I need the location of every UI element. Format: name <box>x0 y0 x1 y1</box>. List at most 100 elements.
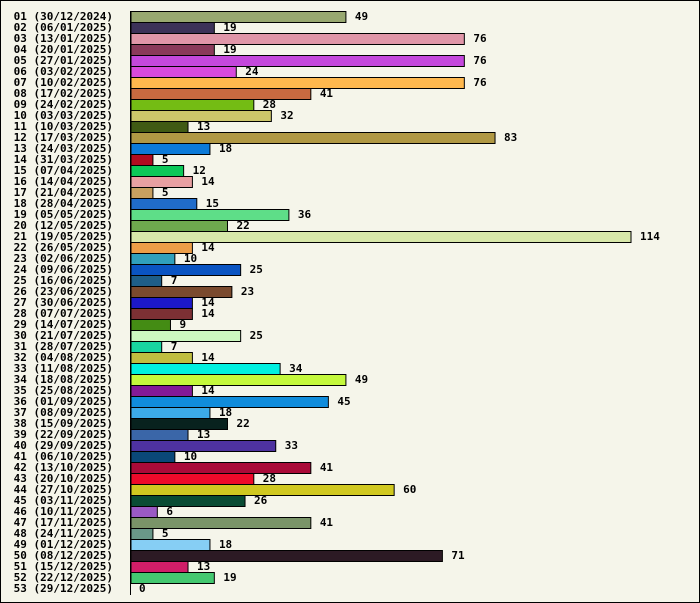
bar <box>130 341 163 353</box>
value-label: 60 <box>403 483 416 496</box>
value-label: 22 <box>236 417 249 430</box>
bar <box>130 528 154 540</box>
bar <box>130 253 176 265</box>
category-label: 21 (19/05/2025) <box>14 230 113 243</box>
category-label: 22 (26/05/2025) <box>14 241 113 254</box>
category-label: 42 (13/10/2025) <box>14 461 113 474</box>
bar <box>130 220 228 232</box>
bar <box>130 264 242 276</box>
value-label: 45 <box>337 395 350 408</box>
bar <box>130 407 211 419</box>
category-label: 30 (21/07/2025) <box>14 329 113 342</box>
value-label: 18 <box>219 406 232 419</box>
category-label: 08 (17/02/2025) <box>14 87 113 100</box>
value-label: 5 <box>162 153 169 166</box>
category-label: 45 (03/11/2025) <box>14 494 113 507</box>
value-label: 19 <box>223 571 236 584</box>
category-label: 36 (01/09/2025) <box>14 395 113 408</box>
category-label: 46 (10/11/2025) <box>14 505 113 518</box>
value-label: 25 <box>250 263 263 276</box>
bar <box>130 374 347 386</box>
value-label: 22 <box>236 219 249 232</box>
category-label: 07 (10/02/2025) <box>14 76 113 89</box>
category-label: 28 (07/07/2025) <box>14 307 113 320</box>
bar <box>130 44 215 56</box>
value-label: 14 <box>201 351 215 364</box>
bar <box>130 418 228 430</box>
value-label: 10 <box>184 450 197 463</box>
value-label: 6 <box>166 505 173 518</box>
category-label: 48 (24/11/2025) <box>14 527 113 540</box>
category-label: 24 (09/06/2025) <box>14 263 113 276</box>
value-label: 41 <box>320 87 334 100</box>
bar <box>130 495 246 507</box>
bar <box>130 88 312 100</box>
bar <box>130 363 281 375</box>
category-label: 40 (29/09/2025) <box>14 439 113 452</box>
bar <box>130 319 171 331</box>
category-label: 01 (30/12/2024) <box>14 10 113 23</box>
bar <box>130 462 312 474</box>
category-label: 06 (03/02/2025) <box>14 65 113 78</box>
category-label: 09 (24/02/2025) <box>14 98 113 111</box>
value-label: 18 <box>219 538 232 551</box>
value-label: 13 <box>197 560 210 573</box>
bar <box>130 297 193 309</box>
value-label: 7 <box>171 274 178 287</box>
category-label: 23 (02/06/2025) <box>14 252 113 265</box>
category-label: 35 (25/08/2025) <box>14 384 113 397</box>
value-label: 49 <box>355 373 368 386</box>
value-label: 83 <box>504 131 517 144</box>
value-label: 49 <box>355 10 368 23</box>
value-label: 14 <box>201 175 215 188</box>
category-label: 11 (10/03/2025) <box>14 120 113 133</box>
category-label: 18 (28/04/2025) <box>14 197 113 210</box>
value-label: 13 <box>197 428 210 441</box>
value-label: 76 <box>473 76 487 89</box>
bar <box>130 330 242 342</box>
bar <box>130 132 496 144</box>
category-label: 26 (23/06/2025) <box>14 285 113 298</box>
value-label: 5 <box>162 186 169 199</box>
bar <box>130 121 189 133</box>
value-label: 24 <box>245 65 259 78</box>
value-label: 33 <box>285 439 298 452</box>
bar <box>130 22 215 34</box>
category-label: 32 (04/08/2025) <box>14 351 113 364</box>
category-label: 05 (27/01/2025) <box>14 54 113 67</box>
category-label: 03 (13/01/2025) <box>14 32 113 45</box>
value-label: 114 <box>640 230 660 243</box>
value-label: 14 <box>201 241 215 254</box>
category-label: 17 (21/04/2025) <box>14 186 113 199</box>
category-label: 39 (22/09/2025) <box>14 428 113 441</box>
category-label: 50 (08/12/2025) <box>14 549 113 562</box>
bar <box>130 66 237 78</box>
category-label: 19 (05/05/2025) <box>14 208 113 221</box>
bar <box>130 11 347 23</box>
bar <box>130 77 465 89</box>
bar <box>130 143 211 155</box>
value-label: 14 <box>201 296 215 309</box>
category-label: 31 (28/07/2025) <box>14 340 113 353</box>
value-label: 34 <box>289 362 303 375</box>
value-label: 10 <box>184 252 197 265</box>
value-label: 76 <box>473 54 487 67</box>
category-label: 13 (24/03/2025) <box>14 142 113 155</box>
category-label: 27 (30/06/2025) <box>14 296 113 309</box>
category-label: 25 (16/06/2025) <box>14 274 113 287</box>
category-label: 02 (06/01/2025) <box>14 21 113 34</box>
value-label: 23 <box>241 285 254 298</box>
bar <box>130 517 312 529</box>
bar <box>130 154 154 166</box>
category-label: 47 (17/11/2025) <box>14 516 113 529</box>
value-label: 5 <box>162 527 169 540</box>
bar <box>130 33 465 45</box>
value-label: 41 <box>320 461 334 474</box>
category-label: 33 (11/08/2025) <box>14 362 113 375</box>
category-label: 20 (12/05/2025) <box>14 219 113 232</box>
category-label: 43 (20/10/2025) <box>14 472 113 485</box>
value-label: 0 <box>139 582 146 595</box>
bar <box>130 451 176 463</box>
bar <box>130 561 189 573</box>
value-label: 25 <box>250 329 263 342</box>
